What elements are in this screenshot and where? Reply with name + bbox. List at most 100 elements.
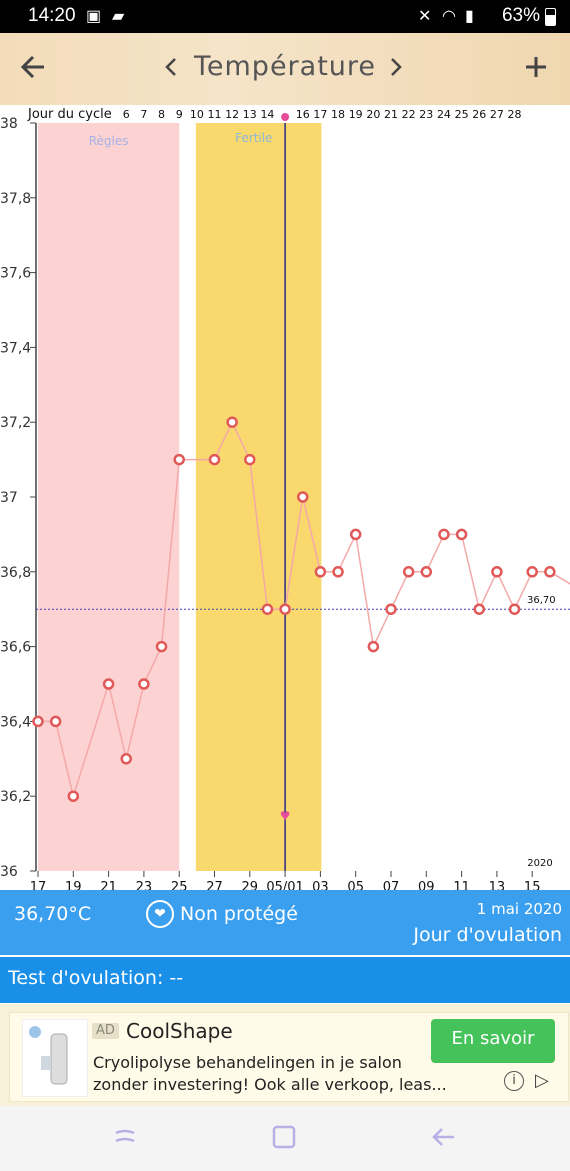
arrow-left-icon[interactable] [20, 47, 48, 96]
series-segment [302, 496, 322, 572]
image-notification-icon: ▣ [86, 8, 102, 25]
series-segment [125, 683, 145, 759]
home-icon[interactable] [271, 1124, 297, 1157]
year-label: 2020 [527, 858, 552, 869]
y-tick-label: 37,4 [0, 340, 31, 356]
data-point [438, 528, 450, 541]
y-tick-label: 36,8 [0, 565, 31, 581]
series-segment [72, 683, 110, 797]
data-point [67, 790, 80, 802]
data-point [526, 566, 538, 578]
data-point [544, 566, 556, 578]
ad-brand[interactable]: CoolShape [126, 1019, 233, 1043]
x-tick-label: 19 [65, 880, 82, 890]
chevron-left-icon[interactable] [163, 47, 179, 96]
series-segment [54, 721, 75, 797]
battery-percent: 63% [501, 5, 540, 26]
x-tick-label: 09 [418, 880, 435, 890]
status-bar: 14:20 ▣ ▰ ✕ ◠ ▮ 63% [0, 0, 570, 33]
x-tick-label: 23 [136, 880, 153, 890]
plus-icon[interactable] [524, 47, 548, 96]
app-bar: Température [0, 33, 570, 105]
cycle-day-number: 24 [437, 108, 451, 121]
cycle-day-number: 20 [366, 108, 380, 121]
fertile-region-label: Fertile [235, 131, 272, 145]
series-segment [425, 534, 445, 573]
cycle-day-number: 23 [419, 108, 433, 121]
protection-status: Non protégé [180, 903, 298, 925]
x-tick-label: 25 [171, 880, 188, 890]
cycle-day-number: 12 [225, 108, 239, 121]
cycle-day-number: 17 [313, 108, 327, 121]
data-point [279, 603, 291, 615]
series-segment [107, 683, 127, 759]
cycle-day-number: 16 [296, 108, 310, 121]
data-point [349, 528, 362, 541]
series-segment [337, 534, 357, 573]
data-point [491, 566, 503, 578]
day-info-bar[interactable]: 36,70°C ❤ Non protégé 1 mai 2020 Jour d'… [0, 890, 570, 955]
x-tick-label: 03 [312, 880, 329, 890]
cycle-day-number: 25 [455, 108, 469, 121]
ovulation-test-bar[interactable]: Test d'ovulation: -- [0, 957, 570, 1003]
series-segment [390, 571, 410, 610]
data-point [508, 603, 521, 615]
data-point [455, 528, 468, 541]
x-tick-label: 21 [100, 880, 117, 890]
cycle-day-number: 18 [331, 108, 345, 121]
x-tick-label: 11 [453, 880, 470, 890]
y-tick-label: 36,6 [0, 640, 31, 656]
series-segment [231, 421, 251, 460]
y-tick-label: 36 [0, 864, 18, 880]
series-segment [143, 646, 163, 685]
back-arrow-icon[interactable] [430, 1124, 456, 1157]
period-region [38, 123, 180, 871]
x-tick-label: 05 [347, 880, 364, 890]
cycle-day-label: Jour du cycle [27, 107, 112, 122]
series-segment [513, 571, 533, 610]
data-point [332, 566, 344, 578]
ad-banner[interactable]: AD CoolShape Cryolipolyse behandelingen … [0, 1004, 570, 1106]
selected-date: 1 mai 2020 [476, 900, 562, 918]
data-point [402, 566, 415, 578]
y-tick-label: 37,8 [0, 191, 31, 207]
adchoices-icon[interactable]: ▷ [535, 1070, 549, 1091]
status-time: 14:20 [28, 5, 76, 26]
ad-text-line-1: Cryolipolyse behandelingen in je salon [93, 1053, 402, 1072]
data-point [385, 603, 397, 615]
ovulation-test-label: Test d'ovulation: -- [8, 967, 184, 989]
x-tick-label: 29 [242, 880, 259, 890]
data-point [138, 678, 150, 690]
ad-image[interactable] [22, 1019, 88, 1097]
chart-svg: Règles Fertile 36 36,2 36,4 36,6 36,8 37 37,2 37,… [0, 107, 570, 895]
info-icon[interactable]: i [504, 1071, 524, 1091]
y-tick-label: 37 [0, 490, 18, 506]
x-tick-label: 05/01 [266, 880, 303, 890]
temperature-chart[interactable]: Règles Fertile 36 36,2 36,4 36,6 36,8 37 37,2 37,… [0, 105, 570, 895]
ad-text-line-2: zonder investering! Ook alle verkoop, le… [93, 1075, 447, 1094]
ad-frame[interactable]: AD CoolShape Cryolipolyse behandelingen … [9, 1012, 569, 1102]
battery-icon [545, 8, 556, 26]
recent-apps-icon[interactable] [112, 1124, 138, 1157]
chevron-right-icon[interactable] [388, 47, 404, 96]
cycle-day-number: 6 [123, 108, 130, 121]
ad-cta-button[interactable]: En savoir [431, 1019, 555, 1063]
y-tick-label: 36,2 [0, 789, 31, 805]
temperature-value: 36,70°C [14, 903, 92, 925]
series-segment [160, 459, 180, 647]
data-point [297, 491, 309, 503]
data-point [314, 566, 327, 578]
cycle-day-number: 8 [158, 108, 165, 121]
data-point [226, 416, 238, 428]
day-type: Jour d'ovulation [413, 924, 562, 946]
cycle-day-number: 7 [140, 108, 147, 121]
signal-icon: ▮ [465, 8, 474, 25]
x-tick-label: 17 [30, 880, 47, 890]
data-point [155, 640, 168, 653]
cycle-day-number: 13 [243, 108, 257, 121]
coverline-label: 36,70 [527, 595, 556, 606]
cycle-day-number: 27 [490, 108, 504, 121]
page-title: Température [193, 51, 377, 82]
mute-icon: ✕ [418, 8, 432, 25]
data-point [208, 453, 221, 466]
